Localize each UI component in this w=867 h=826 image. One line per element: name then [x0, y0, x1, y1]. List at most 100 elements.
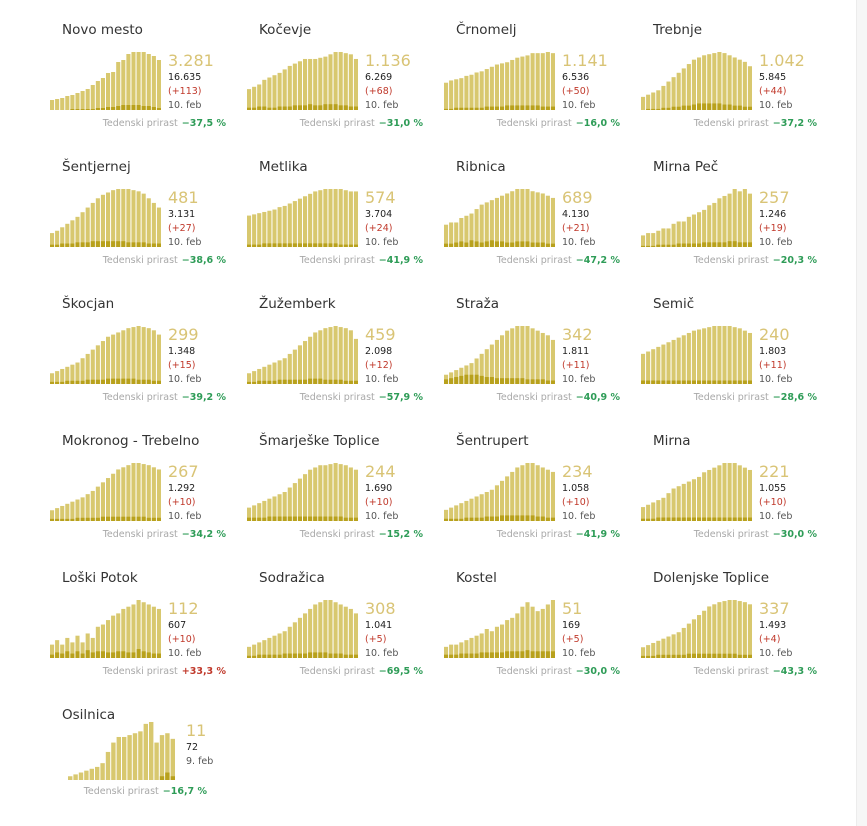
daily-change-value: (+12): [365, 360, 393, 371]
municipality-card: Trebnje 1.042 5.845 (+44) 10. feb Tedenski pr…: [639, 14, 829, 139]
bar-new-cases: [333, 653, 338, 658]
bar-new-cases: [343, 380, 348, 384]
total-cases-value: 1.803: [759, 346, 787, 357]
sparkline-chart: [444, 600, 555, 658]
bar: [272, 635, 277, 658]
bar-new-cases: [121, 105, 126, 110]
date-label: 10. feb: [365, 511, 399, 522]
bar-new-cases: [303, 379, 308, 384]
active-cases-value: 221: [759, 462, 790, 481]
bar-new-cases: [146, 652, 151, 658]
bar-new-cases: [343, 654, 348, 658]
bar: [50, 100, 55, 110]
bar: [732, 327, 737, 384]
bar: [449, 80, 454, 110]
bar-new-cases: [651, 518, 656, 521]
bar-new-cases: [444, 243, 449, 247]
bar-new-cases: [494, 106, 499, 110]
weekly-growth: Tedenski prirast −41,9 %: [497, 529, 620, 540]
bar: [85, 353, 90, 384]
municipality-card: Loški Potok 112 607 (+10) 10. feb Tedenski pr…: [48, 562, 238, 687]
bar: [444, 224, 449, 247]
bar-new-cases: [661, 380, 666, 384]
bar: [151, 56, 156, 110]
bar: [277, 633, 282, 658]
bar: [90, 637, 95, 658]
bar: [520, 56, 525, 110]
bar: [747, 604, 752, 658]
bar: [328, 600, 333, 658]
bar-new-cases: [151, 243, 156, 247]
bar-new-cases: [252, 381, 257, 384]
bar: [100, 482, 105, 521]
bar-new-cases: [121, 651, 126, 658]
bar-new-cases: [75, 380, 80, 384]
municipality-card: Novo mesto 3.281 16.635 (+113) 10. feb Tedens…: [48, 14, 238, 139]
bar-new-cases: [469, 517, 474, 521]
bar: [676, 221, 681, 247]
bar: [146, 465, 151, 521]
daily-change-value: (+68): [365, 86, 393, 97]
bar: [252, 644, 257, 658]
bar: [146, 54, 151, 110]
bar: [737, 601, 742, 658]
bar-new-cases: [328, 516, 333, 521]
bar: [90, 349, 95, 384]
bar: [666, 636, 671, 658]
bar: [313, 191, 318, 247]
bar: [292, 483, 297, 521]
weekly-growth-value: +33,3 %: [181, 666, 226, 677]
bar: [308, 336, 313, 384]
weekly-growth-label: Tedenski prirast: [496, 529, 572, 540]
bar: [156, 608, 161, 658]
bar: [308, 469, 313, 521]
bar: [540, 332, 545, 384]
bar: [727, 55, 732, 110]
bar: [742, 602, 747, 658]
bar: [136, 326, 141, 384]
bar: [338, 604, 343, 658]
bar: [656, 500, 661, 521]
weekly-growth-label: Tedenski prirast: [693, 118, 769, 129]
bar: [85, 494, 90, 521]
bar-new-cases: [742, 242, 747, 247]
bar-new-cases: [515, 105, 520, 110]
bar: [500, 624, 505, 658]
municipality-card: Kostel 51 169 (+5) 10. feb Tedenski prirast −3…: [442, 562, 632, 687]
bar-new-cases: [686, 517, 691, 521]
bar: [146, 604, 151, 658]
municipality-name: Mirna: [653, 433, 691, 449]
bar: [651, 642, 656, 658]
bar: [343, 465, 348, 521]
bar-new-cases: [338, 379, 343, 384]
bar: [444, 509, 449, 521]
total-cases-value: 1.041: [365, 620, 393, 631]
bar: [60, 227, 65, 247]
bar-new-cases: [313, 243, 318, 248]
bar: [90, 202, 95, 247]
bar-new-cases: [742, 654, 747, 658]
municipality-card: Ribnica 689 4.130 (+21) 10. feb Tedenski prir…: [442, 151, 632, 276]
bar: [297, 478, 302, 521]
bar: [717, 326, 722, 384]
bar: [353, 338, 358, 384]
bar-new-cases: [338, 653, 343, 658]
bar: [681, 335, 686, 384]
bar: [257, 213, 262, 247]
bar: [60, 644, 65, 658]
daily-change-value: (+10): [365, 497, 393, 508]
active-cases-value: 337: [759, 599, 790, 618]
bar-new-cases: [727, 104, 732, 110]
active-cases-value: 574: [365, 188, 396, 207]
bar-new-cases: [323, 379, 328, 384]
bar-new-cases: [111, 378, 116, 384]
bar-new-cases: [651, 380, 656, 384]
scrollbar[interactable]: [856, 0, 867, 826]
bar: [121, 60, 126, 110]
bar-new-cases: [666, 244, 671, 247]
bar: [272, 496, 277, 521]
bar-new-cases: [651, 655, 656, 658]
bar: [348, 330, 353, 384]
bar: [111, 473, 116, 521]
weekly-growth-label: Tedenski prirast: [496, 666, 572, 677]
